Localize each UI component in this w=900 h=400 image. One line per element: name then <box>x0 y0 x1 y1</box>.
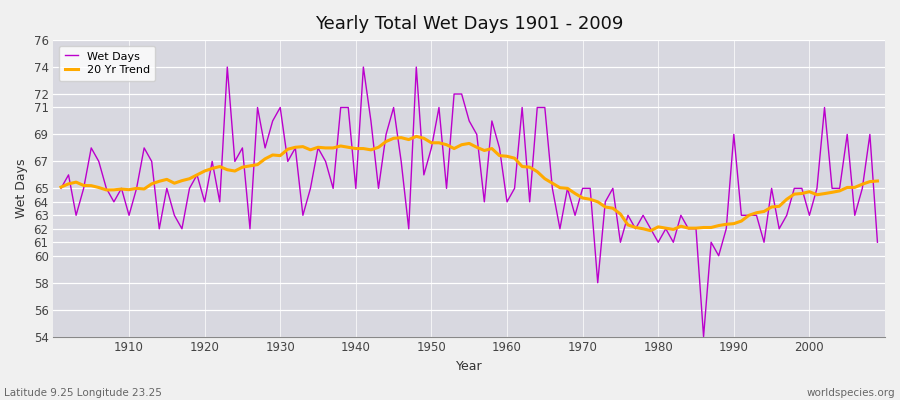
Wet Days <box>698 334 709 339</box>
Wet Days <box>509 186 520 191</box>
Text: Latitude 9.25 Longitude 23.25: Latitude 9.25 Longitude 23.25 <box>4 388 162 398</box>
20 Yr Trend <box>600 204 611 209</box>
20 Yr Trend <box>328 146 338 150</box>
Line: 20 Yr Trend: 20 Yr Trend <box>61 136 878 231</box>
Y-axis label: Wet Days: Wet Days <box>15 158 28 218</box>
Wet Days <box>600 200 611 204</box>
Wet Days <box>290 146 301 150</box>
X-axis label: Year: Year <box>456 360 482 373</box>
20 Yr Trend <box>56 185 67 190</box>
Text: worldspecies.org: worldspecies.org <box>807 388 896 398</box>
Legend: Wet Days, 20 Yr Trend: Wet Days, 20 Yr Trend <box>59 46 156 81</box>
20 Yr Trend <box>872 178 883 183</box>
Line: Wet Days: Wet Days <box>61 67 878 336</box>
20 Yr Trend <box>283 147 293 152</box>
Wet Days <box>336 105 346 110</box>
20 Yr Trend <box>645 228 656 233</box>
Wet Days <box>56 186 67 191</box>
20 Yr Trend <box>509 156 520 160</box>
Wet Days <box>116 186 127 191</box>
Wet Days <box>501 200 512 204</box>
Wet Days <box>872 240 883 245</box>
20 Yr Trend <box>116 187 127 192</box>
Wet Days <box>222 65 233 70</box>
20 Yr Trend <box>411 134 422 139</box>
20 Yr Trend <box>501 154 512 159</box>
Title: Yearly Total Wet Days 1901 - 2009: Yearly Total Wet Days 1901 - 2009 <box>315 15 624 33</box>
